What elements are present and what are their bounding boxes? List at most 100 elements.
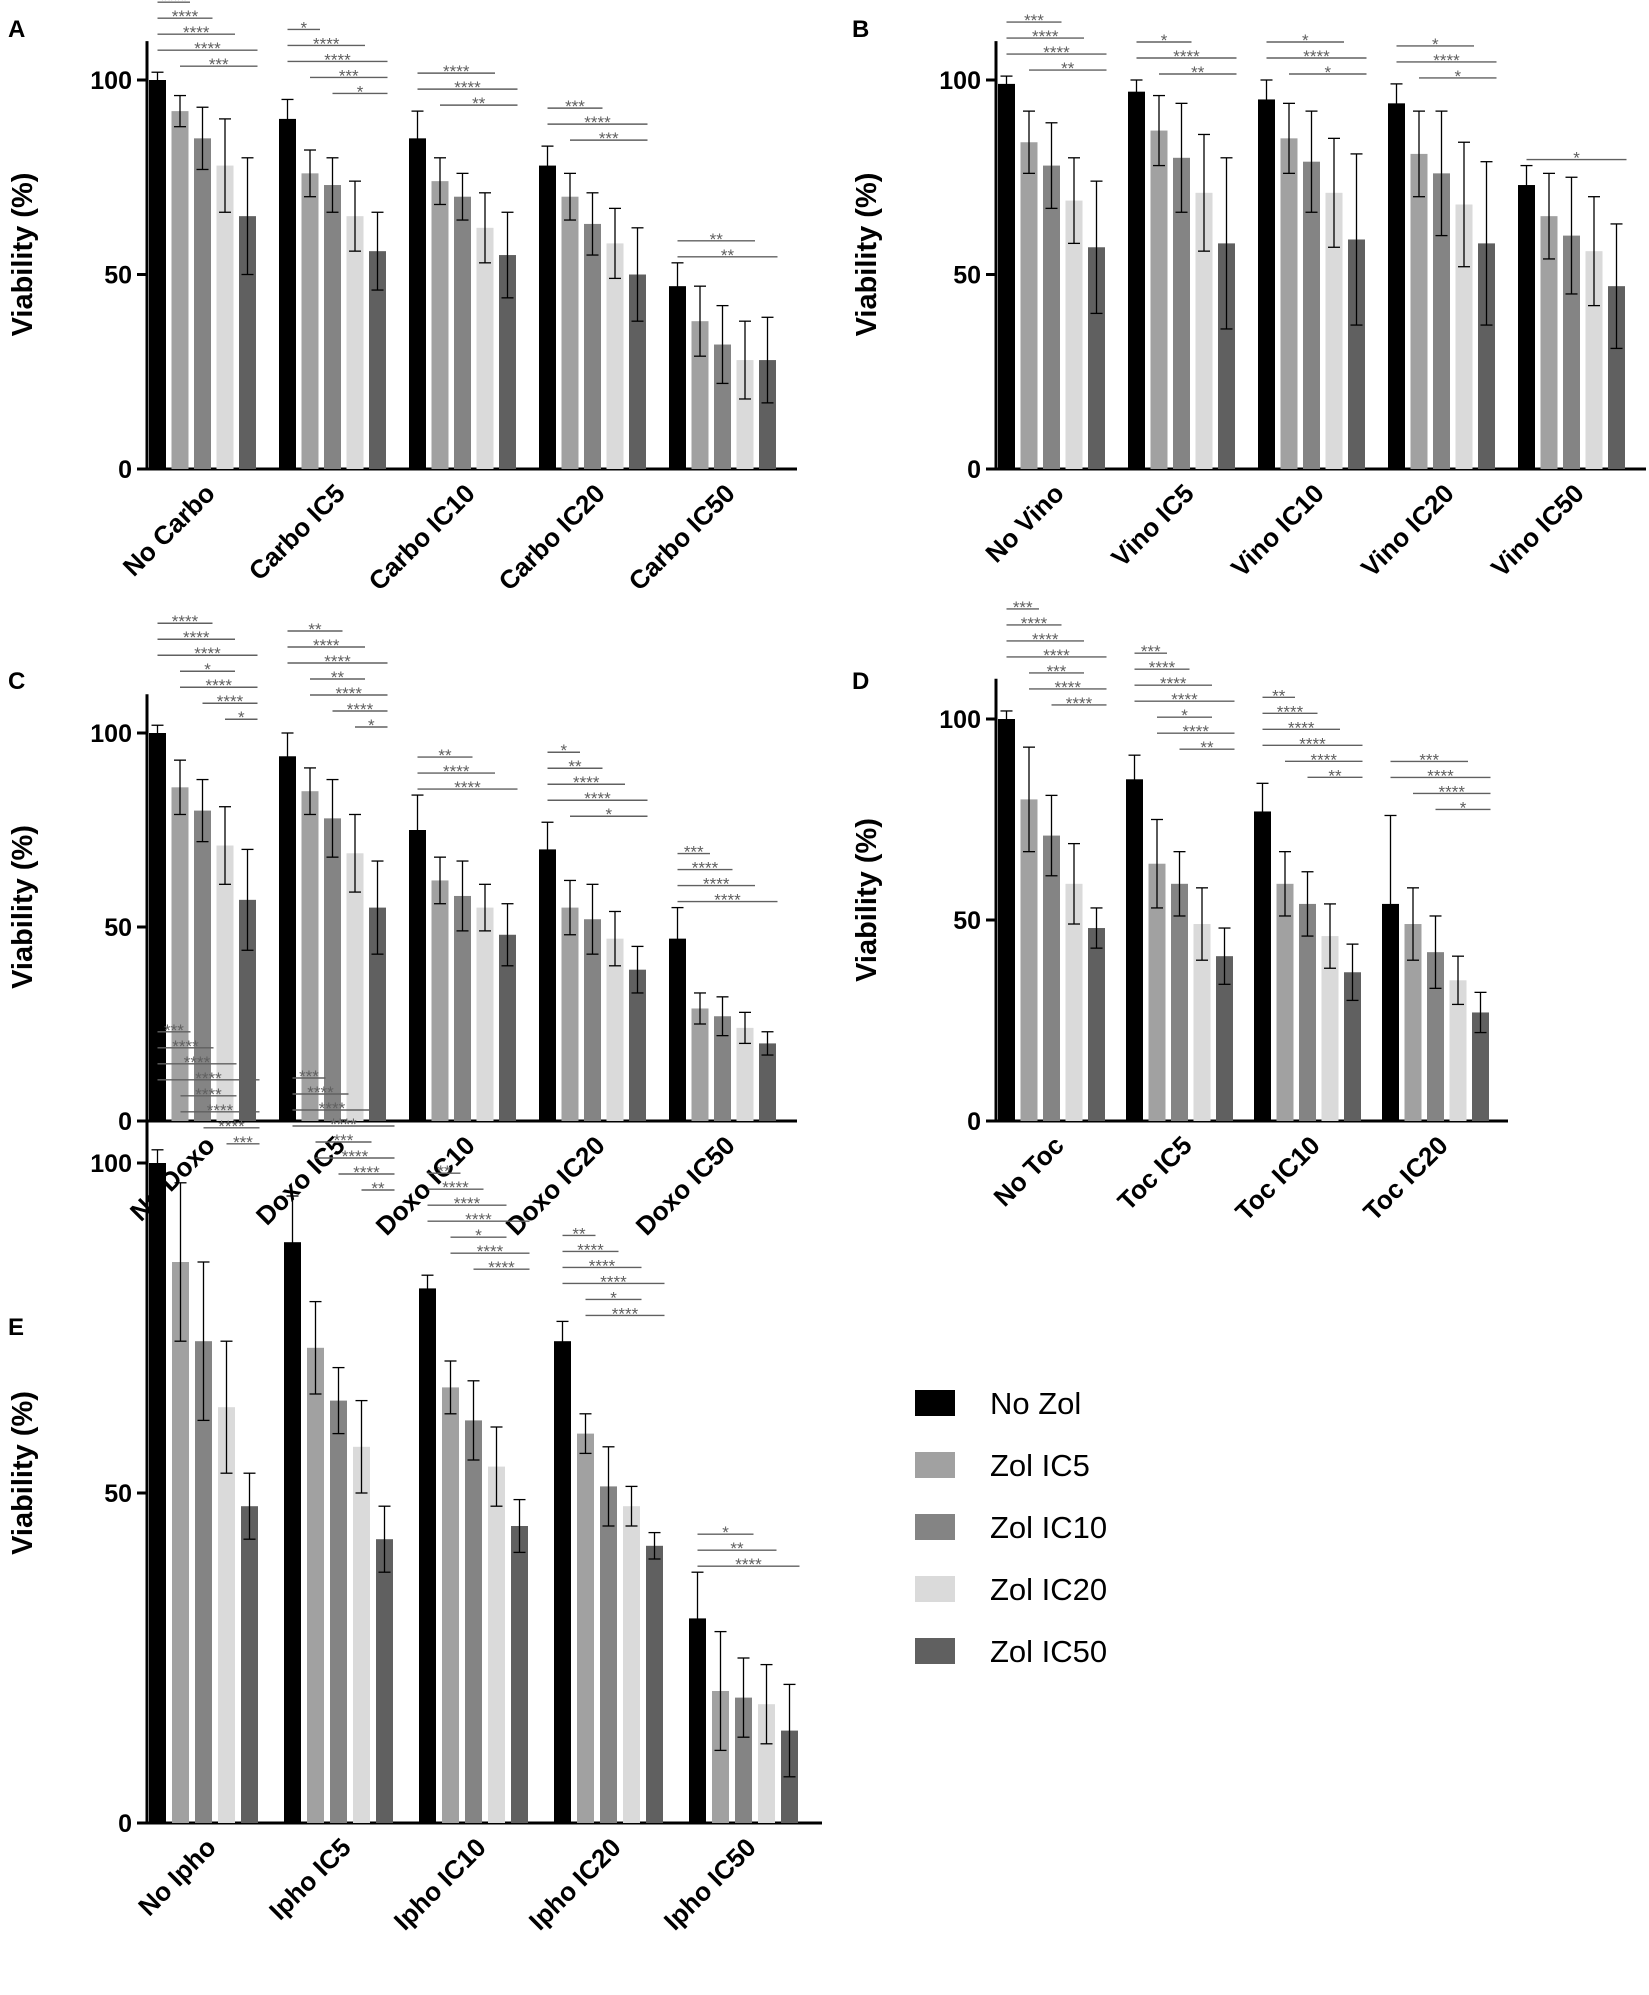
significance-label: ** — [437, 1162, 451, 1181]
significance-label: * — [1460, 798, 1467, 817]
legend-item-label: Zol IC10 — [990, 1510, 1107, 1545]
legend-item-label: Zol IC20 — [990, 1572, 1107, 1607]
y-tick-label: 100 — [939, 706, 981, 734]
x-tick-label: Carbo IC50 — [622, 478, 740, 596]
significance-label: *** — [1047, 662, 1067, 681]
bar — [307, 1347, 324, 1823]
bar — [712, 1691, 729, 1823]
significance-label: **** — [692, 859, 719, 878]
significance-label: **** — [488, 1258, 515, 1277]
significance-label: *** — [1013, 598, 1033, 617]
panel-label: C — [8, 668, 25, 695]
significance-label: **** — [324, 50, 351, 69]
bar — [1299, 903, 1316, 1121]
y-axis-label: Viability (%) — [7, 1391, 39, 1555]
bar — [409, 830, 426, 1121]
bar — [239, 899, 256, 1121]
significance-label: **** — [195, 1069, 222, 1088]
significance-label: **** — [1032, 27, 1059, 46]
significance-label: **** — [1043, 43, 1070, 62]
bar — [1325, 192, 1343, 469]
legend-item-label: Zol IC50 — [990, 1634, 1107, 1669]
bar — [714, 344, 731, 469]
significance-label: **** — [589, 1256, 616, 1275]
x-tick-label: Vino IC10 — [1225, 478, 1330, 583]
bar — [324, 185, 341, 469]
bar — [476, 907, 494, 1121]
bar — [539, 165, 556, 469]
significance-label: *** — [565, 97, 585, 116]
bar — [279, 118, 296, 470]
bar — [409, 138, 426, 469]
panel-label: E — [8, 1314, 24, 1341]
significance-label: **** — [1303, 47, 1330, 66]
significance-label: **** — [454, 1194, 481, 1213]
significance-label: *** — [339, 66, 359, 85]
significance-label: **** — [206, 676, 233, 695]
bar — [431, 880, 449, 1121]
bar — [758, 1704, 775, 1823]
significance-label: **** — [217, 692, 244, 711]
significance-label: * — [1181, 706, 1188, 725]
bar — [646, 1545, 663, 1823]
bar — [172, 1262, 189, 1823]
bar — [218, 1407, 235, 1823]
significance-label: **** — [336, 684, 363, 703]
bar — [301, 173, 319, 470]
x-tick-label: Vino IC50 — [1485, 478, 1590, 583]
bar — [1065, 883, 1083, 1121]
bar — [1128, 91, 1145, 470]
bar — [669, 286, 686, 469]
significance-label: **** — [1427, 766, 1454, 785]
bar — [1254, 811, 1271, 1121]
significance-label: **** — [218, 1117, 245, 1136]
bar — [442, 1387, 459, 1823]
significance-label: **** — [465, 1210, 492, 1229]
significance-label: ** — [438, 746, 452, 765]
y-tick-label: 100 — [939, 67, 981, 95]
significance-label: * — [357, 82, 364, 101]
bar — [346, 853, 364, 1121]
bar — [584, 223, 601, 469]
bar — [1280, 138, 1298, 469]
bar — [1150, 130, 1168, 469]
bar — [216, 845, 234, 1121]
significance-label: * — [368, 716, 375, 735]
y-tick-label: 0 — [118, 1108, 132, 1136]
bar — [1303, 161, 1320, 469]
significance-label: **** — [1299, 734, 1326, 753]
significance-label: * — [1454, 67, 1461, 86]
bar — [1276, 883, 1294, 1121]
significance-label: **** — [1433, 51, 1460, 70]
bar — [1126, 779, 1143, 1121]
significance-label: **** — [1160, 674, 1187, 693]
bar — [1043, 165, 1060, 469]
bar — [301, 791, 319, 1121]
significance-label: ** — [371, 1179, 385, 1198]
significance-label: *** — [334, 1131, 354, 1150]
bar — [759, 360, 776, 469]
bar — [629, 969, 646, 1121]
bar — [1020, 142, 1038, 470]
significance-label: **** — [1183, 722, 1210, 741]
x-tick-label: Toc IC10 — [1229, 1130, 1325, 1226]
significance-label: **** — [584, 113, 611, 132]
x-tick-label: Vino IC20 — [1355, 478, 1460, 583]
bar — [1218, 243, 1235, 469]
bar — [1348, 239, 1365, 469]
bar — [1449, 980, 1467, 1121]
bar — [600, 1486, 617, 1823]
bar — [1171, 883, 1188, 1121]
y-tick-label: 100 — [90, 1150, 132, 1178]
significance-label: **** — [454, 78, 481, 97]
significance-label: **** — [443, 762, 470, 781]
significance-label: **** — [714, 891, 741, 910]
significance-label: **** — [477, 1242, 504, 1261]
bar — [476, 227, 494, 469]
significance-label: **** — [172, 1037, 199, 1056]
bar — [454, 895, 471, 1121]
x-tick-label: Vino IC5 — [1105, 478, 1199, 572]
significance-label: **** — [1171, 690, 1198, 709]
bar — [499, 934, 516, 1121]
